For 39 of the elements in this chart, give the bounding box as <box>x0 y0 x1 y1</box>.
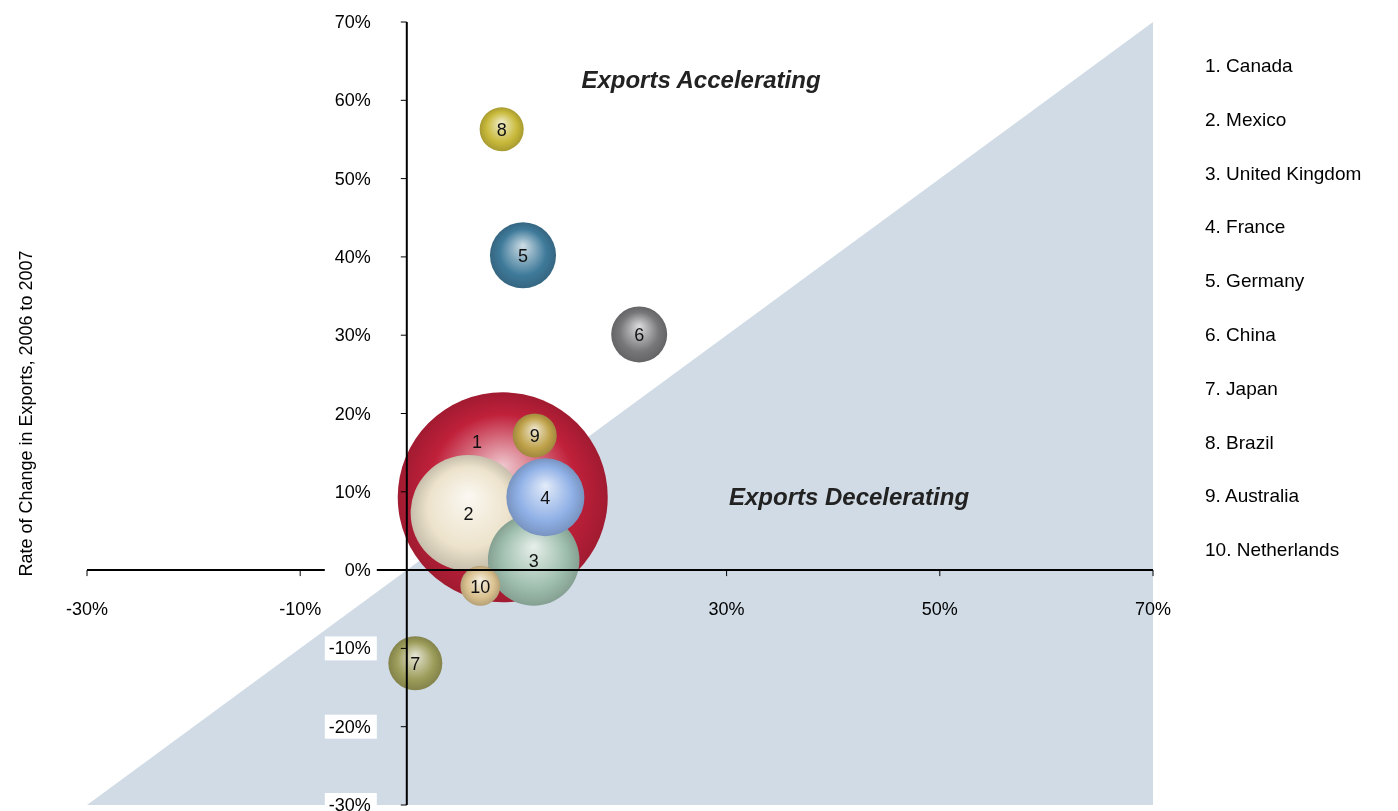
annotation: 9 <box>529 426 540 447</box>
y-tick-label: 0% <box>344 560 371 581</box>
annotation: 8 <box>496 120 507 141</box>
y-tick-label: 50% <box>334 168 371 189</box>
text: 7. Japan <box>1205 377 1278 399</box>
text: 1. Canada <box>1205 55 1294 76</box>
x-tick-label: -10% <box>279 599 322 620</box>
y-tick-label: 40% <box>334 246 371 267</box>
text: 9. Australia <box>1205 485 1300 507</box>
text: 8. Brazil <box>1205 431 1274 453</box>
annotation: 6 <box>634 325 645 346</box>
y-axis-title: Rate of Change in Exports, 2006 to 2007 <box>16 250 36 577</box>
annotation: 2 <box>463 503 474 524</box>
y-tick-label: -30% <box>328 795 371 811</box>
y-tick-label: -20% <box>328 716 371 737</box>
text: 3. United Kingdom <box>1205 162 1362 184</box>
annotation: 3 <box>528 550 539 571</box>
text: 10. Netherlands <box>1205 539 1340 561</box>
y-tick-label: 10% <box>334 481 371 502</box>
text: 4. France <box>1205 216 1286 238</box>
y-tick-label: -10% <box>328 638 371 659</box>
text: 6. China <box>1205 324 1277 345</box>
annotation: Exports Accelerating <box>581 66 821 93</box>
annotation: 4 <box>540 488 551 509</box>
y-tick-label: 30% <box>334 325 371 346</box>
x-tick-label: -30% <box>65 599 109 620</box>
y-tick-label: 20% <box>334 403 371 424</box>
text: 5. Germany <box>1205 270 1305 292</box>
y-tick-label: 60% <box>334 90 371 111</box>
annotation: 1 <box>471 432 483 452</box>
x-tick-label: 30% <box>708 599 745 620</box>
annotation: Exports Decelerating <box>728 483 970 510</box>
x-tick-label: 50% <box>921 599 958 620</box>
annotation: 5 <box>517 246 528 267</box>
text: 2. Mexico <box>1205 108 1287 130</box>
y-tick-label: 70% <box>334 12 371 32</box>
x-tick-label: 70% <box>1134 599 1172 620</box>
annotation: 10 <box>470 576 491 597</box>
annotation: 7 <box>410 654 421 675</box>
